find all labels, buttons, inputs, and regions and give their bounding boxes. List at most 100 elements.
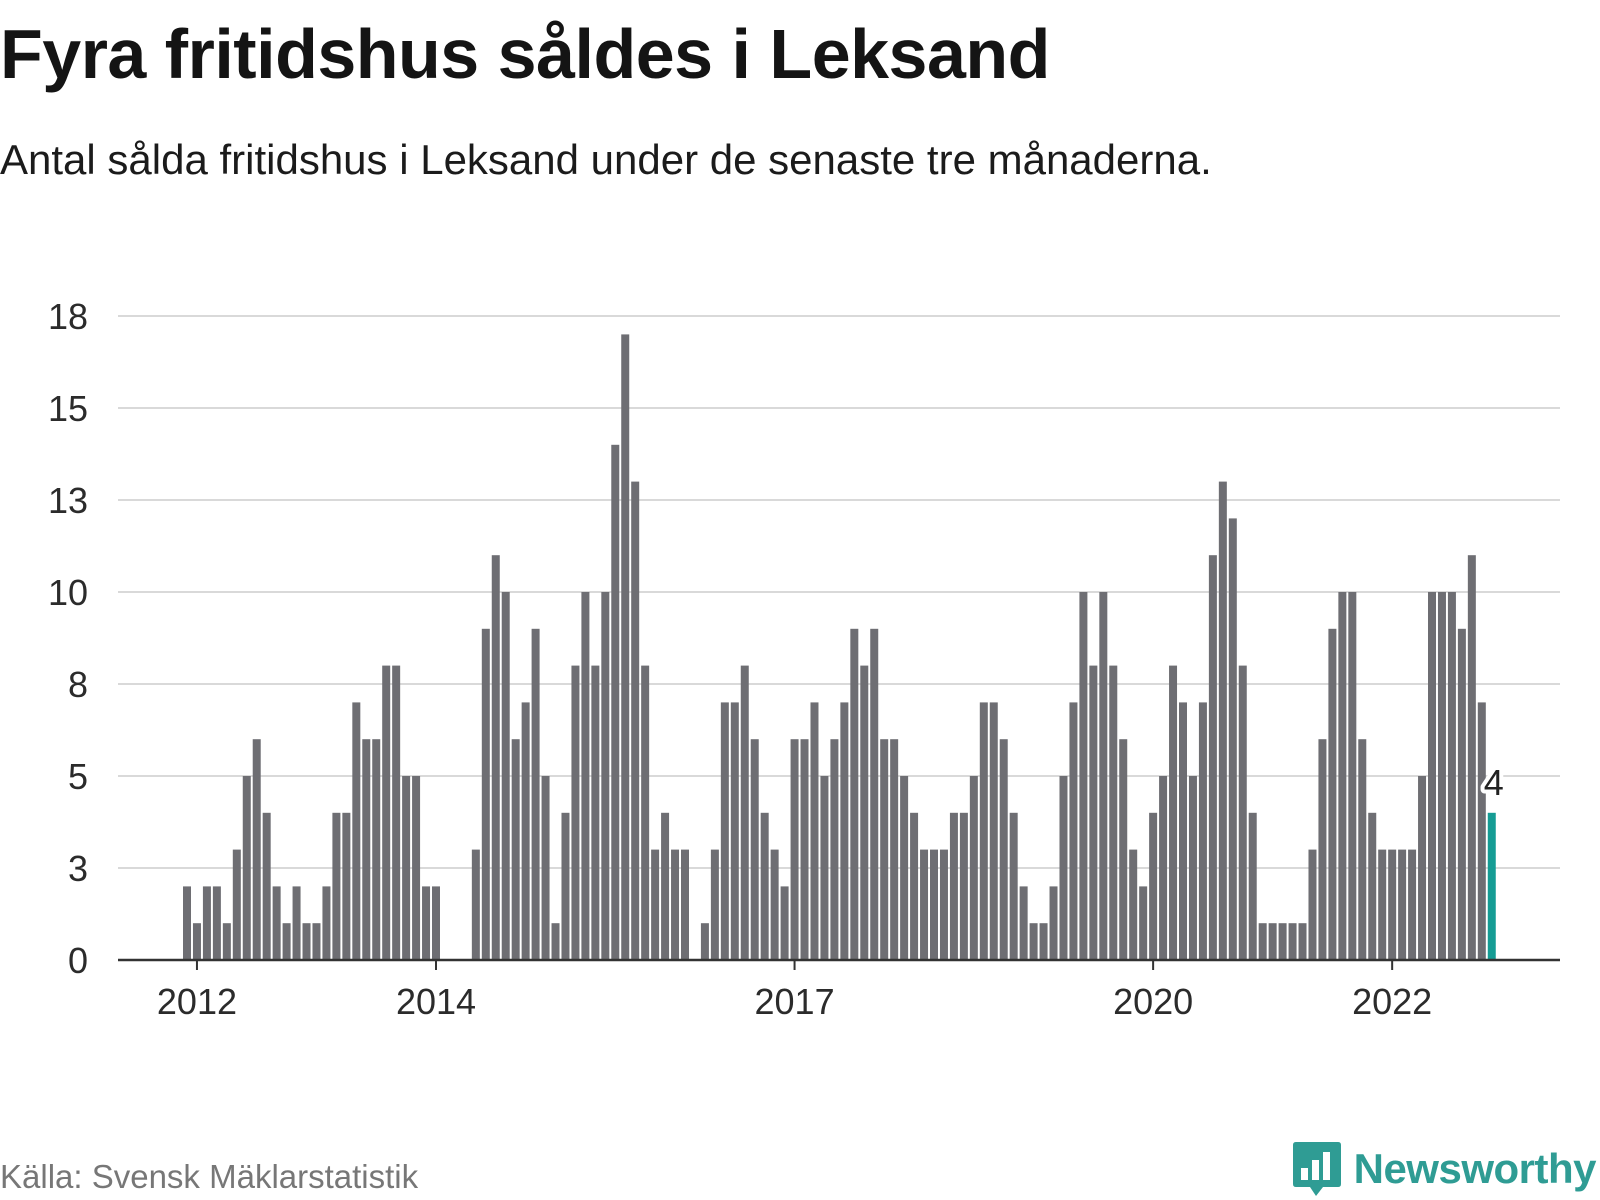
bar [581,592,590,960]
bar [800,739,809,960]
bar [1109,665,1118,960]
bar [362,739,371,960]
bar [1159,776,1168,960]
bar [989,702,998,960]
bar [332,812,341,960]
highlighted-bar [1487,812,1496,960]
bar [760,812,769,960]
bar [1228,518,1237,960]
bar [1447,592,1456,960]
bar [422,886,431,960]
bar [1258,923,1267,960]
bar [681,849,689,960]
bar [1398,849,1407,960]
bar [272,886,281,960]
x-tick-label: 2014 [396,981,476,1022]
bar [282,923,291,960]
source-note: Källa: Svensk Mäklarstatistik [0,1158,419,1195]
bar [1348,592,1357,960]
bar [810,702,819,960]
bar [601,592,610,960]
bar [561,812,570,960]
bar [631,481,640,960]
bar [1238,665,1247,960]
bar [880,739,889,960]
bar [790,739,799,960]
bar [710,849,719,960]
bar [402,776,411,960]
bar [541,776,550,960]
bar [651,849,660,960]
brand-name: Newsworthy [1353,1145,1597,1192]
bar [1467,555,1476,960]
bar [1378,849,1387,960]
bar [292,886,301,960]
bar [372,739,381,960]
y-tick-label: 8 [68,664,88,705]
bar [1328,628,1337,960]
bar [611,444,620,960]
bar [481,628,490,960]
bar [432,886,440,960]
bar [1059,776,1068,960]
bar [1049,886,1058,960]
bar [183,886,191,960]
chart-title: Fyra fritidshus såldes i Leksand [0,15,1050,93]
bar [830,739,839,960]
bar [322,886,331,960]
y-tick-label: 18 [48,296,88,337]
bar [222,923,231,960]
bar [1079,592,1088,960]
bar [820,776,829,960]
bar [1368,812,1377,960]
bar [382,665,391,960]
bar [1039,923,1048,960]
bar [770,849,779,960]
bar [1477,702,1486,960]
bar [979,702,988,960]
bar [342,812,351,960]
bar [471,849,480,960]
bar-chart-speech-bubble-icon [1292,1142,1341,1196]
bar [1288,923,1297,960]
bar [920,849,929,960]
bar [1408,849,1417,960]
bar [1418,776,1427,960]
bar [930,849,938,960]
bar [501,592,510,960]
brand-logo[interactable]: Newsworthy [1292,1140,1597,1198]
bar [1278,923,1287,960]
bar [1129,849,1138,960]
bar [571,665,580,960]
bar [1318,739,1327,960]
bar [252,739,261,960]
bar [302,923,311,960]
bar [511,739,520,960]
bar [1298,923,1307,960]
bar [262,812,271,960]
y-tick-label: 3 [68,848,88,889]
bar [242,776,251,960]
bar [740,665,749,960]
bar [232,849,241,960]
bar [1188,776,1197,960]
bar [780,886,789,960]
bar [412,776,421,960]
bar [1179,702,1187,960]
bar [202,886,211,960]
bar [850,628,859,960]
bar [1119,739,1128,960]
bar [1428,592,1436,960]
bar [939,849,948,960]
bar [591,665,600,960]
bar [491,555,500,960]
bar [1019,886,1028,960]
x-tick-label: 2017 [755,981,835,1022]
y-tick-label: 13 [48,480,88,521]
bar [1248,812,1257,960]
bar [641,665,650,960]
bar [531,628,540,960]
bar [840,702,849,960]
bar [870,628,879,960]
bar [212,886,221,960]
